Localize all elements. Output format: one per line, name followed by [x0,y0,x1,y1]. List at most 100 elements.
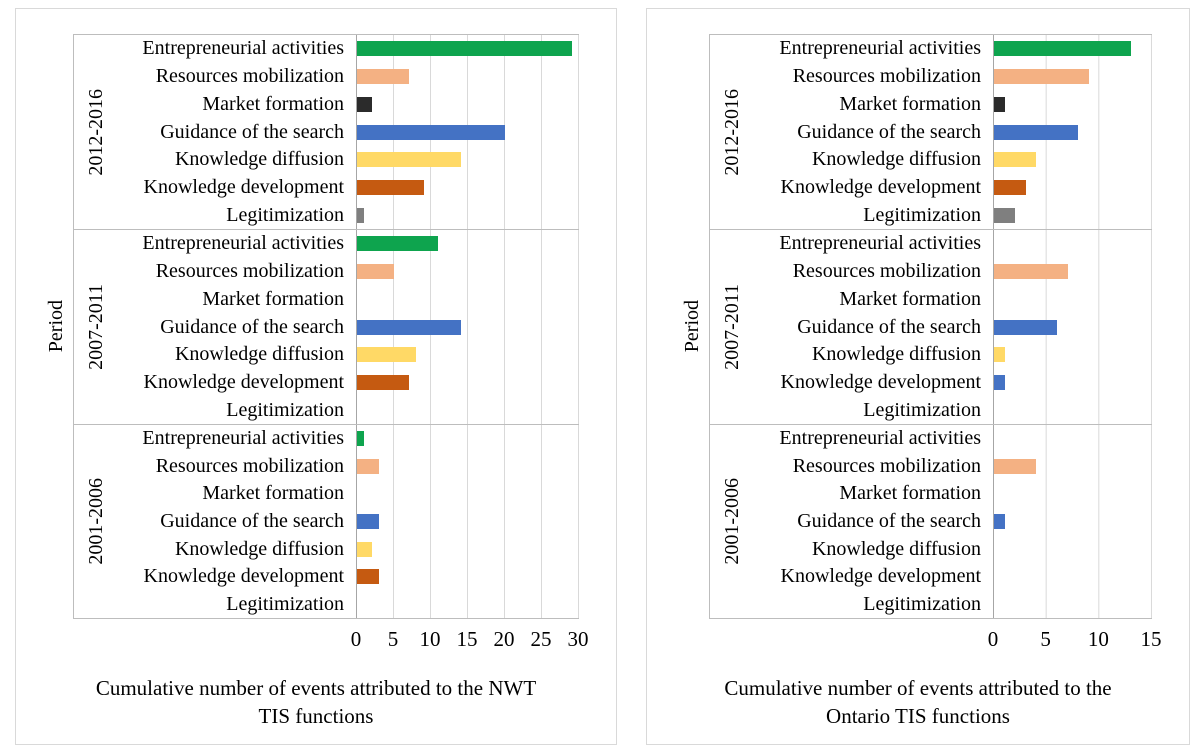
category-label: Legitimization [863,592,981,615]
bar-row [994,341,1152,369]
bar [357,319,461,335]
bar-row [994,535,1152,563]
category-label: Resources mobilization [155,260,344,283]
bar-row [357,396,579,424]
bar-row [994,258,1152,286]
category-label: Market formation [202,482,344,505]
category-label: Knowledge diffusion [174,537,344,560]
bar-row [357,369,579,397]
bar-row [357,201,579,229]
category-label: Resources mobilization [792,454,981,477]
bar-row [994,201,1152,229]
ontario-chart-area: Period 2012-2016 Entrepreneurial activiti… [675,34,1152,619]
bar-row [994,369,1152,397]
bar-row [357,480,579,508]
category-label: Resources mobilization [792,65,981,88]
x-axis-title-line1: Cumulative number of events attributed t… [724,676,1112,700]
bar-row [994,146,1152,174]
bar [357,207,365,223]
category-label: Knowledge development [780,565,982,588]
plot-area [993,425,1152,618]
category-label: Legitimization [226,398,344,421]
category-label: Resources mobilization [792,260,981,283]
bar [994,264,1068,280]
bar-row [357,285,579,313]
bar-row [994,396,1152,424]
plot-area [356,35,579,229]
bar [357,41,572,57]
category-label: Legitimization [226,592,344,615]
category-label: Knowledge diffusion [811,148,981,171]
x-axis-title-line2: Ontario TIS functions [826,703,1010,728]
x-tick-label: 10 [1087,627,1109,651]
category-label: Knowledge development [143,370,345,393]
y-axis-title: Period [45,300,67,353]
category-label: Guidance of the search [160,120,344,143]
bar-row [357,63,579,91]
bar-row [994,508,1152,536]
category-label: Market formation [839,92,981,115]
bar-row [994,313,1152,341]
bar [994,69,1089,85]
period-label: 2007-2011 [721,284,743,370]
category-label: Knowledge diffusion [174,148,344,171]
category-label: Guidance of the search [160,510,344,533]
category-label: Knowledge development [780,370,982,393]
period-label-cell: 2001-2006 [709,425,755,618]
category-label: Knowledge diffusion [174,343,344,366]
category-label: Knowledge development [143,175,345,198]
bar [357,347,417,363]
bar-row [994,453,1152,481]
groups: 2012-2016 Entrepreneurial activities Resou… [73,34,579,619]
bar [357,96,372,112]
x-tick-label: 0 [350,627,362,651]
category-label: Entrepreneurial activities [142,427,344,450]
period-label-cell: 2007-2011 [73,230,119,424]
bar [357,264,394,280]
category-labels: Entrepreneurial activities Resources mobi… [755,425,993,618]
category-label: Resources mobilization [155,65,344,88]
category-label: Entrepreneurial activities [779,232,981,255]
x-tick-label: 5 [1040,627,1051,651]
period-label-cell: 2012-2016 [709,35,755,229]
period-label: 2012-2016 [85,88,107,176]
bar-row [357,313,579,341]
period-group: 2012-2016 Entrepreneurial activities Resou… [709,34,1152,229]
category-label: Knowledge development [780,175,982,198]
bar [994,124,1079,140]
bar-row [357,508,579,536]
bar-row [357,174,579,202]
x-tick-label: 25 [530,627,552,651]
bar [357,152,461,168]
nwt-chart-area: Period 2012-2016 Entrepreneurial activiti… [40,34,579,619]
x-tick-label: 10 [419,627,441,651]
bar-row [357,425,579,453]
category-label: Legitimization [226,203,344,226]
category-label: Knowledge development [143,565,345,588]
category-label: Market formation [202,92,344,115]
period-group: 2001-2006 Entrepreneurial activities Resou… [709,424,1152,619]
x-axis-title: Cumulative number of events attributed t… [647,675,1189,730]
category-label: Market formation [839,482,981,505]
bar [357,236,439,252]
ontario-chart-panel: Period 2012-2016 Entrepreneurial activiti… [646,8,1190,745]
bar-row [994,174,1152,202]
bar [357,514,380,530]
plot-area [993,230,1152,424]
bar-row [357,118,579,146]
bar-row [994,563,1152,591]
bar [994,374,1005,390]
period-label: 2012-2016 [721,88,743,176]
bar [357,374,409,390]
category-label: Entrepreneurial activities [779,37,981,60]
category-label: Guidance of the search [160,315,344,338]
bar-row [357,535,579,563]
bar-row [357,563,579,591]
bar [357,124,505,140]
bar [994,152,1037,168]
x-axis-title: Cumulative number of events attributed t… [16,675,616,730]
period-label-cell: 2012-2016 [73,35,119,229]
period-group: 2007-2011 Entrepreneurial activities Resou… [73,229,579,424]
period-label: 2007-2011 [85,284,107,370]
category-label: Resources mobilization [155,454,344,477]
